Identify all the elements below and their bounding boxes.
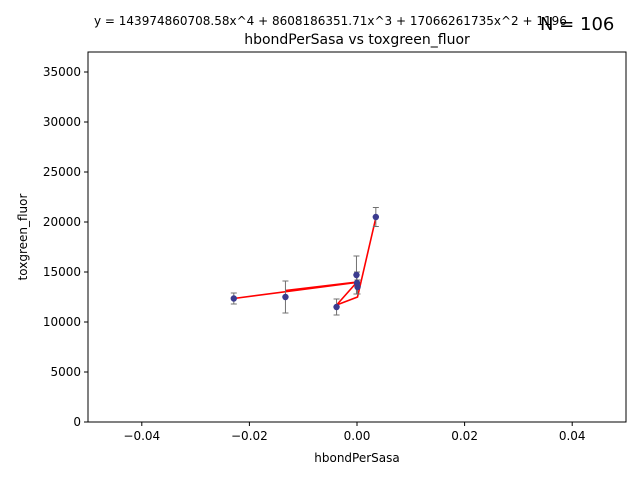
x-tick-label: 0.04 [559,429,586,443]
data-point [353,271,360,279]
y-tick-label: 10000 [43,315,81,329]
x-axis-ticks: −0.04 −0.02 0.00 0.02 0.04 [123,422,586,443]
fit-polyline [233,217,377,306]
data-points [230,213,380,311]
y-axis-ticks: 0 5000 10000 15000 20000 25000 30000 35000 [43,65,88,429]
data-point [333,303,340,311]
x-tick-label: −0.02 [231,429,268,443]
y-axis-title: toxgreen_fluor [16,194,30,281]
y-tick-label: 35000 [43,65,81,79]
x-tick-label: 0.00 [344,429,371,443]
y-tick-label: 0 [73,415,81,429]
data-point [230,295,237,302]
plot-frame [87,51,627,423]
x-axis-title: hbondPerSasa [314,451,400,465]
y-tick-label: 15000 [43,265,81,279]
fit-line [233,217,377,306]
data-point [354,283,361,291]
y-tick-label: 30000 [43,115,81,129]
data-point [282,293,289,301]
chart-title: hbondPerSasa vs toxgreen_fluor [244,32,470,48]
fit-equation: y = 143974860708.58x^4 + 8608186351.71x^… [94,14,567,28]
y-tick-label: 25000 [43,165,81,179]
data-point [372,213,380,221]
error-bars [230,207,379,316]
y-tick-label: 5000 [50,365,81,379]
y-tick-label: 20000 [43,215,81,229]
sample-count: N = 106 [540,14,614,35]
x-tick-label: −0.04 [123,429,160,443]
x-tick-label: 0.02 [451,429,478,443]
